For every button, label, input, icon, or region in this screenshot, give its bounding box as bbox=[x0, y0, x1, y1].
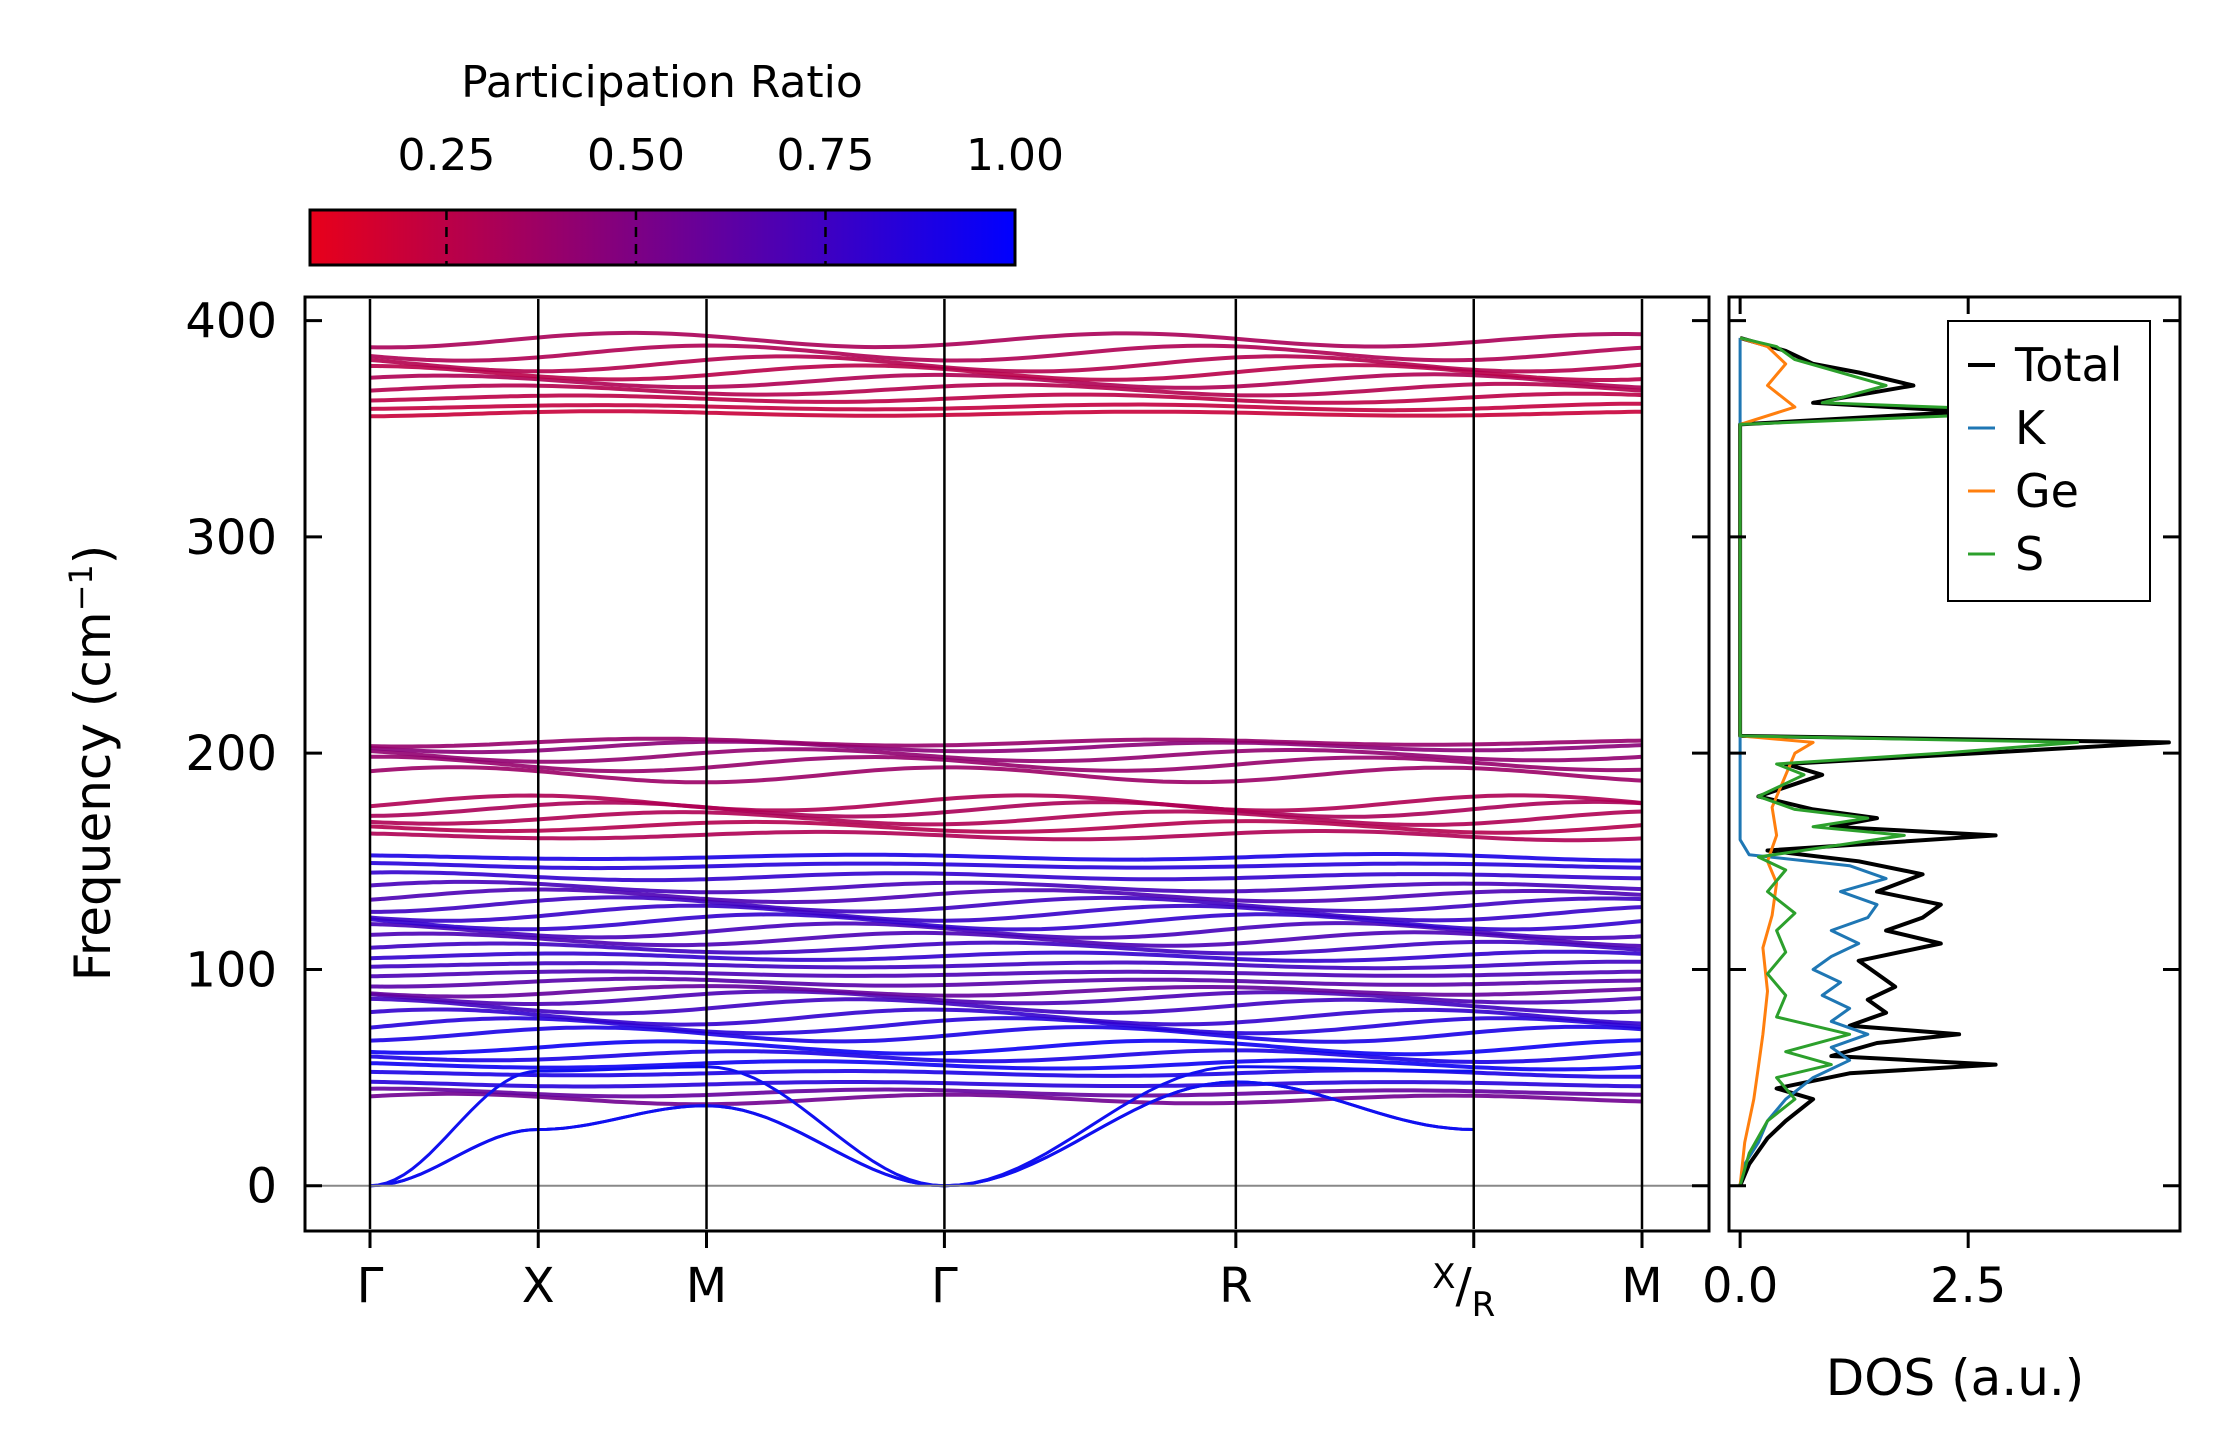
optical-band bbox=[369, 984, 1643, 999]
optical-band bbox=[369, 969, 1643, 979]
optical-band bbox=[369, 1024, 1643, 1044]
optical-band bbox=[369, 921, 1643, 940]
optical-band bbox=[369, 1048, 1643, 1064]
optical-band bbox=[369, 401, 1642, 413]
optical-band bbox=[369, 819, 1643, 835]
colorbar-tick-label: 0.25 bbox=[397, 130, 495, 181]
band-axes-frame bbox=[303, 295, 1711, 1233]
optical-band bbox=[369, 1086, 1642, 1099]
acoustic-branch bbox=[369, 1065, 1474, 1188]
optical-band bbox=[369, 912, 1643, 932]
kpath-label: M bbox=[1621, 1258, 1662, 1314]
optical-band bbox=[369, 996, 1643, 1016]
optical-band bbox=[369, 765, 1643, 785]
optical-band bbox=[369, 809, 1643, 827]
kpath-label: X bbox=[522, 1258, 555, 1314]
optical-band bbox=[370, 754, 1643, 774]
dos-legend: Total K Ge S bbox=[1947, 320, 2151, 602]
colorbar-tick-label: 0.50 bbox=[587, 130, 685, 181]
dos-x-tick-label: 2.5 bbox=[1930, 1258, 2006, 1314]
x-axis-label-dos: DOS (a.u.) bbox=[1826, 1349, 2085, 1407]
legend-label: S bbox=[2015, 527, 2044, 581]
kpath-label: X/R bbox=[1432, 1257, 1495, 1325]
optical-band bbox=[369, 1091, 1643, 1107]
band-structure-panel: 0 100 200 300 400 Γ X M Γ R X/R M Frequency (cm−1) bbox=[62, 294, 1711, 1325]
acoustic-branch bbox=[369, 1080, 1474, 1188]
optical-band bbox=[369, 1068, 1642, 1079]
optical-band bbox=[369, 381, 1643, 398]
colorbar: Participation Ratio 0.25 0.50 0.75 1.00 bbox=[308, 57, 1064, 267]
optical-band bbox=[369, 799, 1643, 819]
dos-panel: 0.0 2.5 DOS (a.u.) Total K Ge S bbox=[1702, 295, 2182, 1407]
colorbar-tick-label: 1.00 bbox=[966, 130, 1064, 181]
optical-band bbox=[369, 354, 1643, 374]
colorbar-tick-label: 0.75 bbox=[776, 130, 874, 181]
y-tick-label: 100 bbox=[185, 942, 277, 998]
optical-band bbox=[369, 372, 1643, 390]
optical-band bbox=[369, 861, 1643, 871]
optical-band bbox=[369, 939, 1643, 956]
dos-x-tick-label: 0.0 bbox=[1702, 1258, 1778, 1314]
y-tick-label: 0 bbox=[246, 1159, 277, 1215]
optical-band bbox=[369, 1058, 1643, 1072]
optical-band bbox=[369, 949, 1643, 963]
y-tick-label: 200 bbox=[185, 726, 277, 782]
kpath-label: Γ bbox=[931, 1258, 958, 1314]
legend-label: K bbox=[2015, 401, 2047, 455]
optical-band bbox=[369, 887, 1643, 905]
optical-band bbox=[369, 1038, 1643, 1057]
optical-band bbox=[369, 747, 1643, 764]
optical-band bbox=[370, 976, 1643, 989]
colorbar-title: Participation Ratio bbox=[461, 57, 863, 108]
optical-band bbox=[370, 895, 1643, 914]
optical-band bbox=[369, 343, 1643, 363]
optical-band bbox=[370, 363, 1643, 382]
kpath-label: M bbox=[686, 1258, 727, 1314]
y-axis-label: Frequency (cm−1) bbox=[62, 545, 122, 982]
kpath-label: R bbox=[1219, 1258, 1252, 1314]
optical-band bbox=[369, 330, 1643, 350]
kpath-label: Γ bbox=[357, 1258, 384, 1314]
optical-band bbox=[369, 959, 1642, 971]
colorbar-gradient bbox=[308, 208, 1017, 267]
optical-band bbox=[369, 852, 1642, 863]
dos-series-ge bbox=[1738, 336, 1815, 1186]
optical-band bbox=[369, 870, 1643, 883]
optical-band bbox=[369, 391, 1643, 405]
optical-band bbox=[369, 1007, 1643, 1027]
legend-label: Total bbox=[2014, 338, 2122, 392]
optical-band bbox=[369, 409, 1643, 419]
optical-band bbox=[369, 879, 1643, 895]
legend-label: Ge bbox=[2015, 464, 2079, 518]
optical-band bbox=[369, 1079, 1643, 1089]
optical-band bbox=[369, 793, 1643, 813]
y-tick-label: 300 bbox=[185, 510, 277, 566]
optical-band bbox=[369, 903, 1643, 923]
optical-band bbox=[369, 930, 1643, 948]
optical-band bbox=[369, 736, 1643, 749]
optical-band bbox=[369, 829, 1643, 843]
dos-axes-frame bbox=[1727, 295, 2182, 1233]
y-tick-label: 400 bbox=[185, 294, 277, 350]
